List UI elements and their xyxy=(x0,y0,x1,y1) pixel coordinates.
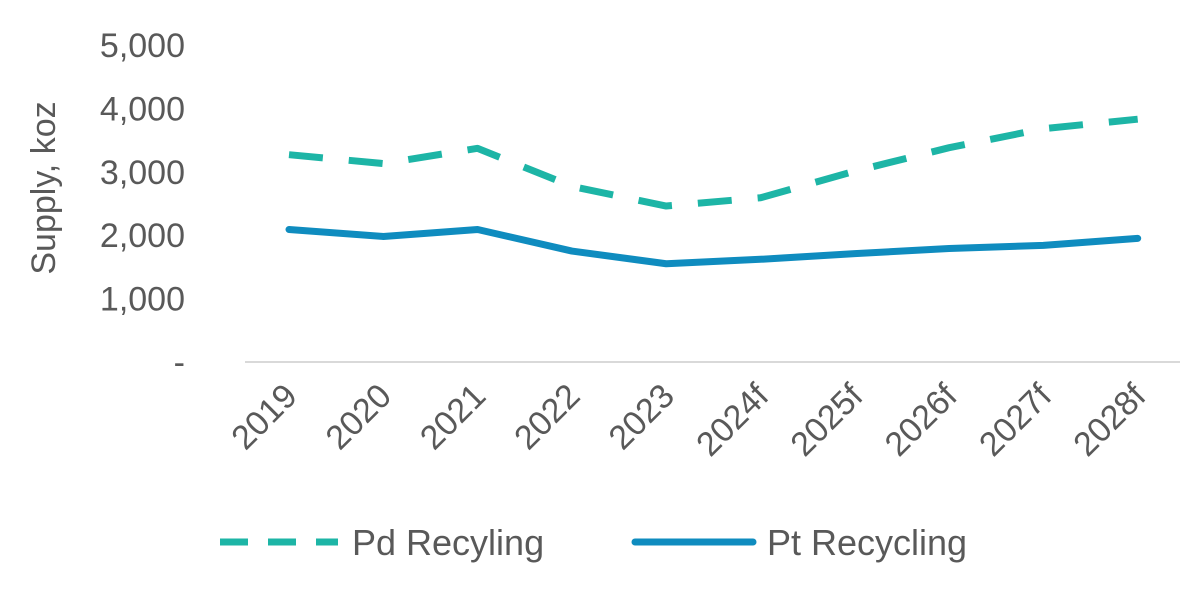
y-tick-label: 3,000 xyxy=(100,154,185,192)
y-tick-label: 2,000 xyxy=(100,217,185,255)
y-tick-label: - xyxy=(174,344,185,382)
x-tick-label: 2026f xyxy=(878,376,965,463)
x-tick-label: 2025f xyxy=(783,376,870,463)
x-tick-label: 2023 xyxy=(602,377,682,457)
x-tick-label: 2019 xyxy=(224,377,304,457)
x-tick-label: 2028f xyxy=(1066,376,1153,463)
y-tick-label: 5,000 xyxy=(100,27,185,65)
x-axis: 2019 2020 2021 2022 2023 2024f 2025f 2026f 2027f… xyxy=(224,361,1180,464)
y-tick-label: 4,000 xyxy=(100,90,185,128)
x-tick-label: 2022 xyxy=(507,377,587,457)
legend-label-pt-recycling: Pt Recycling xyxy=(767,522,967,563)
x-tick-label: 2024f xyxy=(689,376,776,463)
pt-recycling-series-line xyxy=(285,225,1142,268)
legend-label-pd-recycling: Pd Recyling xyxy=(352,522,544,563)
x-tick-label: 2027f xyxy=(972,376,1059,463)
y-axis-title: Supply, koz xyxy=(25,101,63,274)
x-tick-label: 2021 xyxy=(413,377,493,457)
y-tick-label: 1,000 xyxy=(100,281,185,319)
pd-recycling-series-line xyxy=(288,115,1139,210)
y-axis: - 1,000 2,000 3,000 4,000 5,000 xyxy=(100,27,185,382)
x-tick-label: 2020 xyxy=(319,377,399,457)
series-layer xyxy=(285,115,1142,268)
legend: Pd Recyling Pt Recycling xyxy=(220,522,967,563)
